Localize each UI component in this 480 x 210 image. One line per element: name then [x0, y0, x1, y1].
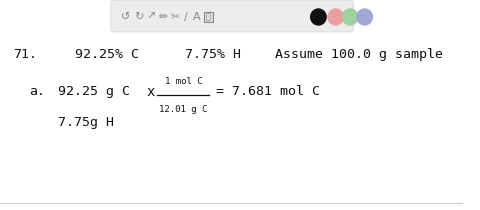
Text: /: /	[184, 12, 188, 22]
Text: a.: a.	[29, 85, 45, 98]
Circle shape	[357, 9, 372, 25]
Circle shape	[311, 9, 326, 25]
Circle shape	[328, 9, 344, 25]
Text: 1 mol C: 1 mol C	[165, 77, 202, 86]
Text: ↺: ↺	[121, 12, 130, 22]
Text: 92.25 g C: 92.25 g C	[58, 85, 130, 98]
Text: x: x	[147, 85, 155, 99]
Text: = 7.681 mol C: = 7.681 mol C	[216, 85, 320, 98]
Text: ↗: ↗	[147, 12, 156, 22]
Text: 7.75g H: 7.75g H	[58, 116, 114, 129]
Text: 12.01 g C: 12.01 g C	[159, 105, 207, 114]
Circle shape	[343, 9, 358, 25]
Text: ✂: ✂	[171, 12, 180, 22]
FancyBboxPatch shape	[111, 0, 353, 32]
FancyBboxPatch shape	[204, 12, 213, 22]
Text: 92.25% C: 92.25% C	[75, 48, 139, 61]
Text: ⛰: ⛰	[206, 13, 211, 21]
Text: ↻: ↻	[134, 12, 144, 22]
Text: Assume 100.0 g sample: Assume 100.0 g sample	[275, 48, 443, 61]
Text: A: A	[193, 12, 201, 22]
Text: 7.75% H: 7.75% H	[185, 48, 241, 61]
Text: ✏: ✏	[158, 12, 168, 22]
Text: 71.: 71.	[13, 48, 37, 61]
